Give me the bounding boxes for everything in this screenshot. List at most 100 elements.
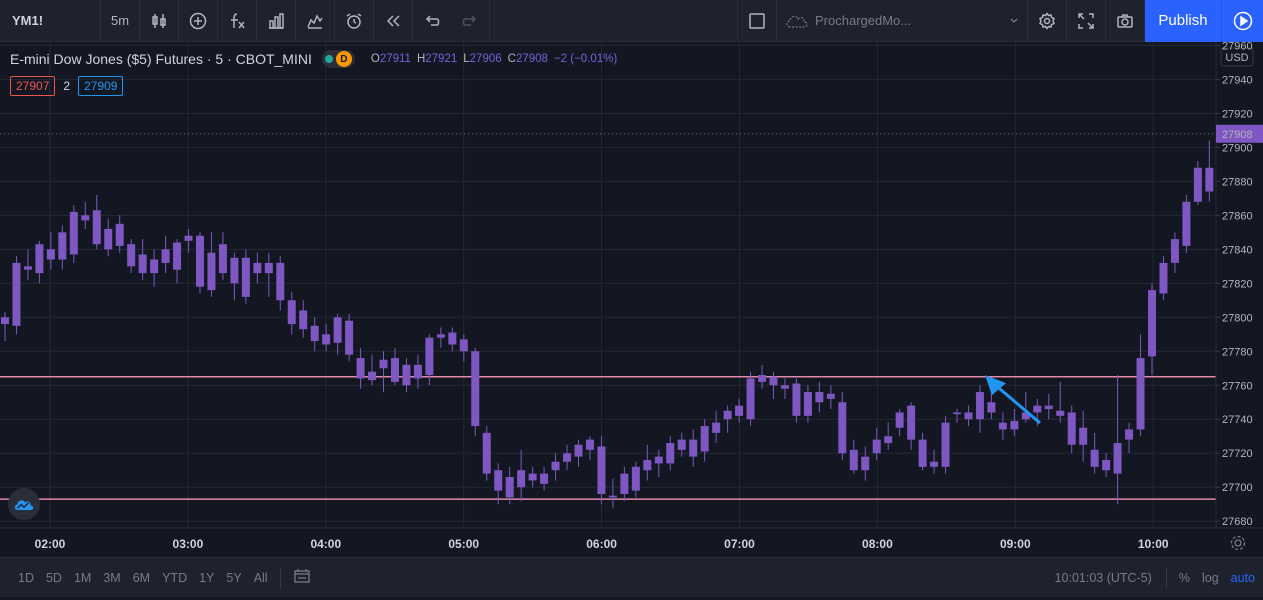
candle-body[interactable] bbox=[861, 456, 870, 471]
candle-body[interactable] bbox=[1044, 405, 1053, 410]
compare-button[interactable] bbox=[179, 0, 217, 42]
candle-body[interactable] bbox=[677, 439, 686, 450]
candle-body[interactable] bbox=[1182, 201, 1191, 246]
candle-body[interactable] bbox=[345, 320, 354, 355]
time-axis-panel[interactable] bbox=[0, 528, 1263, 557]
candle-body[interactable] bbox=[930, 461, 939, 467]
candle-body[interactable] bbox=[551, 461, 560, 471]
candle-body[interactable] bbox=[964, 412, 973, 420]
candle-body[interactable] bbox=[528, 473, 537, 481]
range-button-1y[interactable]: 1Y bbox=[199, 570, 215, 585]
snapshot-button[interactable] bbox=[1106, 0, 1144, 42]
undo-button[interactable] bbox=[413, 0, 451, 42]
range-button-3m[interactable]: 3M bbox=[103, 570, 121, 585]
candle-body[interactable] bbox=[310, 325, 319, 342]
candle-body[interactable] bbox=[299, 310, 308, 330]
auto-scale-toggle[interactable]: auto bbox=[1230, 570, 1255, 585]
candle-body[interactable] bbox=[459, 339, 468, 352]
candle-body[interactable] bbox=[322, 334, 331, 345]
log-scale-toggle[interactable]: log bbox=[1201, 570, 1219, 585]
candle-body[interactable] bbox=[918, 439, 927, 467]
candle-body[interactable] bbox=[1136, 358, 1145, 430]
candle-body[interactable] bbox=[631, 466, 640, 491]
financials-button[interactable] bbox=[257, 0, 295, 42]
fullscreen-button[interactable] bbox=[1067, 0, 1105, 42]
candle-body[interactable] bbox=[884, 436, 893, 444]
candle-body[interactable] bbox=[207, 252, 216, 291]
candle-body[interactable] bbox=[218, 244, 227, 274]
chart-type-button[interactable] bbox=[140, 0, 178, 42]
candle-body[interactable] bbox=[104, 228, 113, 250]
candle-body[interactable] bbox=[482, 432, 491, 474]
candle-body[interactable] bbox=[368, 371, 377, 381]
tradingview-logo-button[interactable] bbox=[8, 488, 40, 520]
candle-body[interactable] bbox=[356, 358, 365, 379]
candle-body[interactable] bbox=[1033, 405, 1042, 413]
candle-body[interactable] bbox=[46, 249, 55, 260]
candle-body[interactable] bbox=[1067, 412, 1076, 445]
range-button-6m[interactable]: 6M bbox=[132, 570, 151, 585]
redo-button[interactable] bbox=[451, 0, 489, 42]
candle-body[interactable] bbox=[597, 446, 606, 495]
candle-body[interactable] bbox=[1090, 449, 1099, 467]
templates-button[interactable] bbox=[296, 0, 334, 42]
candle-body[interactable] bbox=[276, 262, 285, 301]
candle-body[interactable] bbox=[150, 259, 159, 274]
candle-body[interactable] bbox=[1193, 167, 1202, 202]
market-status-badges[interactable]: D bbox=[321, 50, 355, 68]
candle-body[interactable] bbox=[390, 358, 399, 382]
candle-body[interactable] bbox=[58, 232, 67, 260]
price-axis-panel[interactable] bbox=[1216, 42, 1263, 528]
candle-body[interactable] bbox=[1021, 412, 1030, 420]
range-button-5d[interactable]: 5D bbox=[45, 570, 62, 585]
candle-body[interactable] bbox=[1113, 443, 1122, 474]
candle-body[interactable] bbox=[723, 410, 732, 420]
candle-body[interactable] bbox=[436, 334, 445, 338]
candle-body[interactable] bbox=[1, 317, 9, 325]
candle-body[interactable] bbox=[872, 439, 881, 454]
candle-body[interactable] bbox=[138, 254, 147, 274]
bid-price-button[interactable]: 27907 bbox=[10, 76, 56, 96]
candle-body[interactable] bbox=[907, 405, 916, 440]
candle-body[interactable] bbox=[803, 392, 812, 416]
candle-body[interactable] bbox=[838, 402, 847, 454]
candle-body[interactable] bbox=[953, 412, 962, 415]
candle-body[interactable] bbox=[505, 477, 514, 498]
candle-body[interactable] bbox=[425, 337, 434, 376]
play-button[interactable] bbox=[1221, 0, 1263, 42]
arrow-annotation-head[interactable] bbox=[985, 375, 1006, 396]
candle-body[interactable] bbox=[654, 456, 663, 464]
candle-body[interactable] bbox=[23, 266, 32, 270]
candle-body[interactable] bbox=[184, 235, 193, 241]
candle-body[interactable] bbox=[471, 351, 480, 427]
candle-body[interactable] bbox=[574, 444, 583, 457]
candle-body[interactable] bbox=[35, 244, 44, 274]
axis-settings-gear-icon[interactable] bbox=[1230, 535, 1246, 551]
candle-body[interactable] bbox=[1010, 420, 1019, 430]
candle-body[interactable] bbox=[1170, 239, 1179, 263]
candle-body[interactable] bbox=[735, 405, 744, 416]
candle-body[interactable] bbox=[700, 426, 709, 452]
candle-body[interactable] bbox=[264, 262, 273, 274]
candle-body[interactable] bbox=[195, 235, 204, 287]
candle-body[interactable] bbox=[448, 332, 457, 345]
range-button-1m[interactable]: 1M bbox=[73, 570, 92, 585]
range-button-ytd[interactable]: YTD bbox=[162, 570, 188, 585]
candle-body[interactable] bbox=[585, 439, 594, 450]
candle-body[interactable] bbox=[12, 262, 21, 326]
candle-body[interactable] bbox=[173, 242, 182, 270]
candle-body[interactable] bbox=[241, 257, 250, 297]
candle-body[interactable] bbox=[746, 378, 755, 420]
candle-body[interactable] bbox=[333, 317, 342, 343]
currency-badge[interactable] bbox=[1220, 47, 1254, 67]
candle-body[interactable] bbox=[815, 392, 824, 403]
percent-scale-toggle[interactable]: % bbox=[1178, 570, 1190, 585]
range-button-all[interactable]: All bbox=[253, 570, 268, 585]
timezone-readout[interactable]: 10:01:03 (UTC-5) bbox=[1054, 570, 1152, 585]
fullscreen-layout-button[interactable] bbox=[738, 0, 776, 42]
candle-body[interactable] bbox=[826, 393, 835, 399]
interval-button[interactable]: 5m bbox=[101, 0, 139, 42]
candle-body[interactable] bbox=[563, 453, 572, 462]
candle-body[interactable] bbox=[1102, 460, 1111, 471]
candle-body[interactable] bbox=[608, 495, 617, 498]
